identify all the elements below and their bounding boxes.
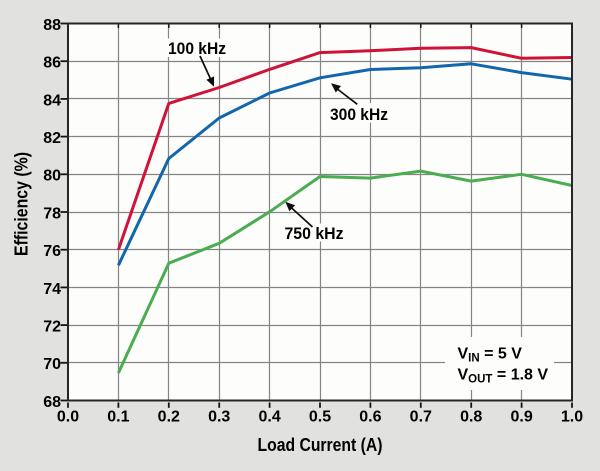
svg-text:78: 78 [43, 205, 61, 222]
svg-text:72: 72 [43, 319, 61, 336]
svg-text:0.1: 0.1 [107, 409, 129, 426]
svg-text:68: 68 [43, 394, 61, 411]
svg-text:0.9: 0.9 [510, 409, 532, 426]
svg-text:0.7: 0.7 [410, 409, 432, 426]
svg-text:VIN = 5 V: VIN = 5 V [458, 346, 523, 365]
svg-text:100 kHz: 100 kHz [168, 39, 226, 58]
svg-text:80: 80 [43, 168, 61, 185]
svg-text:Efficiency (%): Efficiency (%) [12, 152, 32, 256]
svg-text:76: 76 [43, 243, 61, 260]
svg-text:0.0: 0.0 [57, 409, 79, 426]
svg-text:86: 86 [43, 55, 61, 72]
svg-text:0.8: 0.8 [460, 409, 482, 426]
svg-text:1.0: 1.0 [561, 409, 583, 426]
svg-text:84: 84 [43, 92, 61, 109]
svg-text:300 kHz: 300 kHz [330, 105, 388, 124]
svg-text:70: 70 [43, 356, 61, 373]
svg-text:0.3: 0.3 [208, 409, 230, 426]
svg-text:74: 74 [43, 281, 61, 298]
svg-text:82: 82 [43, 130, 61, 147]
svg-text:0.4: 0.4 [258, 409, 280, 426]
svg-text:88: 88 [43, 17, 61, 34]
svg-text:Load Current (A): Load Current (A) [258, 435, 383, 455]
svg-text:750 kHz: 750 kHz [285, 224, 344, 243]
svg-text:0.5: 0.5 [309, 409, 331, 426]
svg-text:0.6: 0.6 [359, 409, 381, 426]
svg-text:0.2: 0.2 [158, 409, 180, 426]
